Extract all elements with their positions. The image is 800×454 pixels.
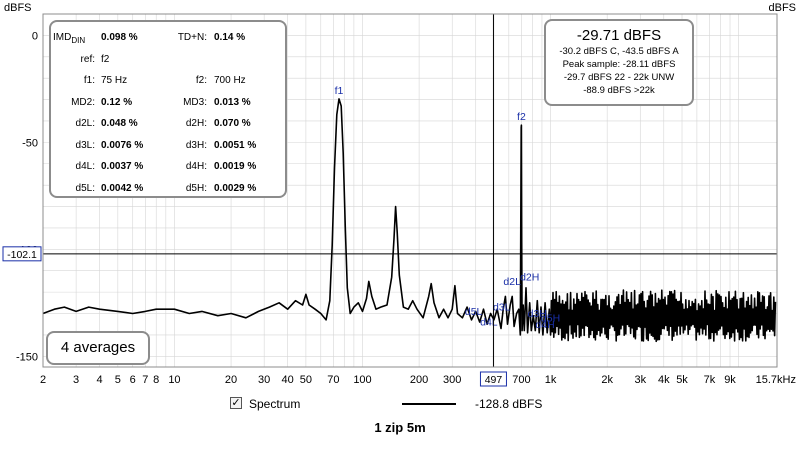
imd-label: MD3:: [183, 96, 207, 108]
level-unweighted: -29.7 dBFS 22 - 22k UNW: [563, 72, 675, 83]
x-tick-label: 7: [142, 374, 148, 386]
x-tick-label: 700: [512, 374, 530, 386]
cursor-y-readout: -102.1: [7, 249, 37, 261]
imd-value: 0.0042 %: [101, 182, 144, 194]
imd-row: ref: f2: [51, 53, 285, 67]
x-tick-label: 8: [153, 374, 159, 386]
x-tick-label: 100: [353, 374, 371, 386]
imd-value: 0.070 %: [214, 118, 251, 129]
imd-value: 0.098 %: [101, 32, 138, 43]
x-tick-label: 40: [282, 374, 294, 386]
imd-value: 0.0029 %: [214, 182, 257, 194]
legend-series-value: -128.8 dBFS: [475, 397, 543, 411]
x-tick-label: 200: [410, 374, 428, 386]
peak-label: d4L: [480, 317, 498, 329]
peak-label: d5H: [541, 312, 560, 324]
cursor-x-readout-box: [479, 371, 507, 387]
imd-row: d2L: 0.048 % d2H: 0.070 %: [51, 117, 285, 131]
x-tick-label: 300: [443, 374, 461, 386]
y-axis-label-right: dBFS: [768, 2, 796, 14]
x-tick-label: 2: [40, 374, 46, 386]
cursor-y-readout-box: [2, 246, 42, 262]
imd-row: MD2: 0.12 % MD3: 0.013 %: [51, 96, 285, 110]
imd-value: 0.013 %: [214, 96, 251, 108]
plot-frame: [42, 13, 778, 368]
imd-row: d3L: 0.0076 % d3H: 0.0051 %: [51, 139, 285, 153]
x-tick-label: 2k: [601, 374, 613, 386]
x-tick-label: 5: [115, 374, 121, 386]
imd-value: 0.0037 %: [101, 161, 144, 172]
imd-label: f2:: [195, 75, 207, 86]
imd-row: IMDDIN 0.098 % TD+N: 0.14 %: [51, 31, 285, 45]
imd-label: d5L:: [75, 182, 95, 194]
x-tick-label: 1k: [545, 374, 557, 386]
legend: ✓ Spectrum -128.8 dBFS: [0, 396, 800, 414]
imd-label: ref:: [80, 53, 95, 65]
cursor-x-readout: 497: [485, 374, 503, 386]
x-tick-label: 9k: [724, 374, 736, 386]
imd-value: 0.0076 %: [101, 139, 144, 151]
x-tick-label: 3k: [634, 374, 646, 386]
y-axis-label: dBFS: [4, 2, 32, 14]
peak-label: d3H: [528, 308, 547, 320]
imd-label: d2L:: [75, 118, 95, 129]
legend-series-name: Spectrum: [249, 397, 301, 411]
x-tick-label: 4: [97, 374, 103, 386]
imd-value: 700 Hz: [214, 75, 246, 86]
level-above-22k: -88.9 dBFS >22k: [583, 85, 655, 96]
imd-label-subscript: DIN: [71, 36, 86, 45]
peak-label: d3L: [493, 302, 511, 314]
x-tick-label: 5k: [676, 374, 688, 386]
imd-label: d3L:: [75, 139, 95, 151]
imd-label: d3H:: [185, 139, 207, 151]
imd-value: 0.12 %: [101, 96, 133, 108]
x-tick-label: 10: [168, 374, 180, 386]
peak-label: d2L: [503, 276, 521, 288]
x-tick-label: 30: [258, 374, 270, 386]
x-tick-label: 4k: [658, 374, 670, 386]
x-tick-label: 70: [327, 374, 339, 386]
imd-value: f2: [101, 53, 110, 65]
x-tick-label: 7k: [704, 374, 716, 386]
y-tick-label: -50: [22, 137, 38, 149]
imd-results-panel: IMDDIN 0.098 % TD+N: 0.14 % ref: f2 f1: 75 Hz f2…: [49, 20, 287, 198]
peak-label: f1: [335, 85, 344, 97]
legend-line-swatch: [402, 403, 456, 405]
imd-row: d5L: 0.0042 % d5H: 0.0029 %: [51, 182, 285, 196]
imd-label: d2H:: [185, 118, 207, 129]
x-tick-label: 3: [73, 374, 79, 386]
imd-value: 75 Hz: [101, 75, 128, 86]
x-axis-end-label: 15.7kHz: [756, 374, 796, 386]
level-main-value: -29.71 dBFS: [576, 27, 662, 44]
imd-label: f1:: [83, 75, 95, 86]
imd-value: 0.14 %: [214, 32, 246, 43]
y-tick-label: -150: [16, 351, 38, 363]
graph-title: 1 zip 5m: [374, 420, 426, 435]
peak-label: d5L: [465, 306, 483, 318]
imd-label: d4H:: [185, 161, 207, 172]
x-tick-label: 6: [130, 374, 136, 386]
spectrum-trace: [42, 98, 777, 343]
averages-badge: 4 averages: [46, 331, 150, 365]
imd-label: d5H:: [185, 182, 207, 194]
level-weighted-values: -30.2 dBFS C, -43.5 dBFS A: [559, 46, 679, 57]
imd-label: d4L:: [75, 161, 95, 172]
imd-row: f1: 75 Hz f2: 700 Hz: [51, 74, 285, 88]
imd-label: IMDDIN: [53, 32, 86, 45]
imd-label: MD2:: [71, 96, 95, 108]
peak-label: d2H: [520, 272, 539, 284]
peak-label: d4H: [535, 319, 554, 331]
imd-row: d4L: 0.0037 % d4H: 0.0019 %: [51, 160, 285, 174]
imd-label: TD+N:: [177, 32, 207, 43]
y-tick-label: 0: [32, 30, 38, 42]
imd-value: 0.0019 %: [214, 161, 257, 172]
imd-value: 0.048 %: [101, 118, 138, 129]
x-tick-label: 50: [300, 374, 312, 386]
imd-value: 0.0051 %: [214, 139, 257, 151]
x-tick-label: 20: [225, 374, 237, 386]
level-readout-panel: -29.71 dBFS -30.2 dBFS C, -43.5 dBFS A P…: [544, 19, 694, 106]
spectrum-visibility-checkbox[interactable]: ✓: [230, 397, 242, 409]
peak-label: f2: [517, 111, 526, 123]
level-peak-sample: Peak sample: -28.11 dBFS: [562, 59, 676, 70]
